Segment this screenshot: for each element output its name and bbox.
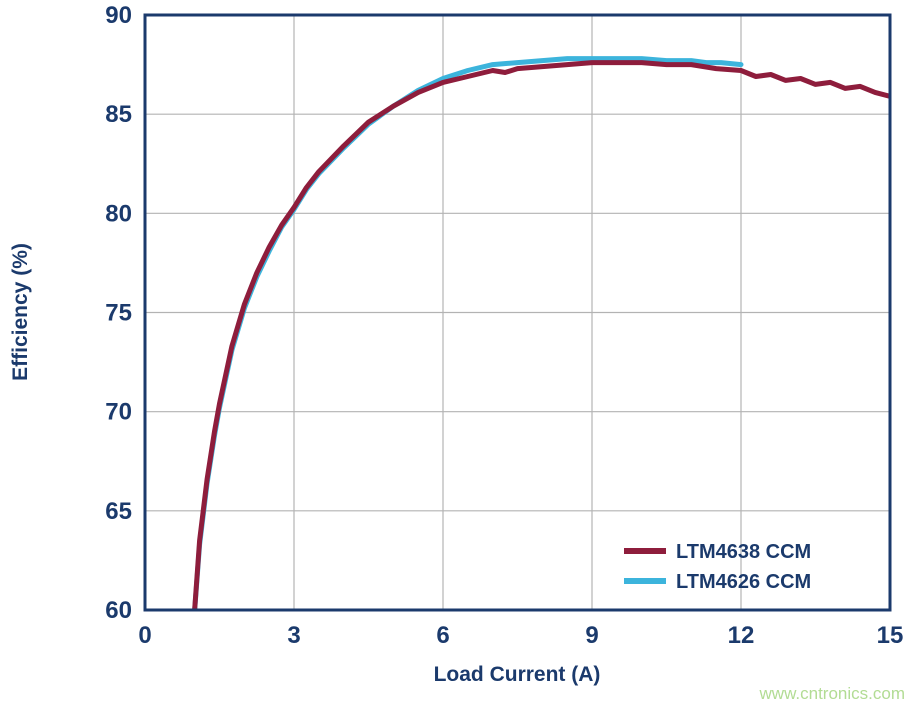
series-line-ltm4626-ccm — [192, 56, 744, 610]
y-tick-label: 65 — [105, 498, 132, 525]
legend-label-ltm4638-ccm: LTM4638 CCM — [676, 541, 811, 563]
x-axis-tick-labels: 0 3 6 9 12 15 — [138, 622, 903, 649]
x-tick-label: 9 — [585, 622, 598, 649]
y-tick-label: 60 — [105, 597, 132, 624]
x-tick-label: 15 — [877, 622, 904, 649]
y-tick-label: 90 — [105, 2, 132, 29]
watermark: www.cntronics.com — [759, 684, 905, 703]
y-tick-label: 70 — [105, 399, 132, 426]
x-axis-title: Load Current (A) — [434, 663, 601, 686]
x-tick-label: 12 — [728, 622, 755, 649]
y-tick-label: 85 — [105, 101, 132, 128]
legend-label-ltm4626-ccm: LTM4626 CCM — [676, 571, 811, 593]
y-axis-title: Efficiency (%) — [9, 243, 32, 381]
x-tick-label: 6 — [436, 622, 449, 649]
y-tick-label: 80 — [105, 200, 132, 227]
series-line-ltm4638-ccm — [192, 60, 890, 610]
y-axis-tick-labels: 60 65 70 75 80 85 90 — [105, 2, 132, 624]
x-tick-label: 0 — [138, 622, 151, 649]
x-tick-label: 3 — [287, 622, 300, 649]
y-tick-label: 75 — [105, 300, 132, 327]
chart-legend: LTM4638 CCM LTM4626 CCM — [624, 541, 811, 593]
plot-border — [143, 13, 892, 612]
grid-lines — [145, 15, 890, 610]
series-lines — [192, 56, 890, 610]
